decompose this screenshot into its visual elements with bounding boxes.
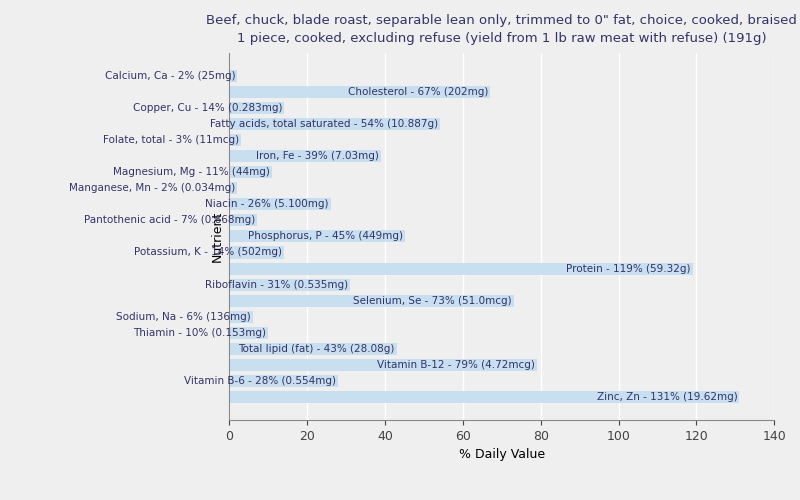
Y-axis label: Nutrient: Nutrient xyxy=(211,211,224,262)
Text: Fatty acids, total saturated - 54% (10.887g): Fatty acids, total saturated - 54% (10.8… xyxy=(210,119,438,129)
Text: Pantothenic acid - 7% (0.668mg): Pantothenic acid - 7% (0.668mg) xyxy=(83,216,254,226)
Text: Niacin - 26% (5.100mg): Niacin - 26% (5.100mg) xyxy=(206,200,329,209)
Text: Calcium, Ca - 2% (25mg): Calcium, Ca - 2% (25mg) xyxy=(105,70,235,81)
Text: Folate, total - 3% (11mcg): Folate, total - 3% (11mcg) xyxy=(103,135,239,145)
Bar xyxy=(230,310,253,323)
Text: Vitamin B-6 - 28% (0.554mg): Vitamin B-6 - 28% (0.554mg) xyxy=(185,376,337,386)
Bar xyxy=(230,118,440,130)
Bar xyxy=(230,327,269,339)
Text: Magnesium, Mg - 11% (44mg): Magnesium, Mg - 11% (44mg) xyxy=(114,167,270,177)
Bar xyxy=(230,86,490,98)
Bar xyxy=(230,391,739,403)
Text: Vitamin B-12 - 79% (4.72mcg): Vitamin B-12 - 79% (4.72mcg) xyxy=(377,360,535,370)
Text: Copper, Cu - 14% (0.283mg): Copper, Cu - 14% (0.283mg) xyxy=(133,103,282,113)
Text: Thiamin - 10% (0.153mg): Thiamin - 10% (0.153mg) xyxy=(134,328,266,338)
Bar xyxy=(230,70,238,82)
Bar xyxy=(230,102,284,114)
Bar xyxy=(230,294,514,306)
Bar xyxy=(230,359,537,371)
Text: Iron, Fe - 39% (7.03mg): Iron, Fe - 39% (7.03mg) xyxy=(257,151,379,161)
Text: Sodium, Na - 6% (136mg): Sodium, Na - 6% (136mg) xyxy=(116,312,251,322)
Text: Selenium, Se - 73% (51.0mcg): Selenium, Se - 73% (51.0mcg) xyxy=(353,296,511,306)
Text: Manganese, Mn - 2% (0.034mg): Manganese, Mn - 2% (0.034mg) xyxy=(69,183,235,193)
Text: Phosphorus, P - 45% (449mg): Phosphorus, P - 45% (449mg) xyxy=(248,232,402,241)
Bar xyxy=(230,214,257,226)
Text: Protein - 119% (59.32g): Protein - 119% (59.32g) xyxy=(566,264,690,274)
Bar xyxy=(230,246,284,258)
Title: Beef, chuck, blade roast, separable lean only, trimmed to 0" fat, choice, cooked: Beef, chuck, blade roast, separable lean… xyxy=(206,14,798,45)
Text: Riboflavin - 31% (0.535mg): Riboflavin - 31% (0.535mg) xyxy=(205,280,348,289)
Bar xyxy=(230,166,272,178)
Bar xyxy=(230,182,238,194)
X-axis label: % Daily Value: % Daily Value xyxy=(459,448,545,461)
Bar xyxy=(230,343,397,355)
Text: Total lipid (fat) - 43% (28.08g): Total lipid (fat) - 43% (28.08g) xyxy=(238,344,395,354)
Bar xyxy=(230,375,338,387)
Bar xyxy=(230,134,241,146)
Text: Cholesterol - 67% (202mg): Cholesterol - 67% (202mg) xyxy=(348,87,488,97)
Text: Zinc, Zn - 131% (19.62mg): Zinc, Zn - 131% (19.62mg) xyxy=(597,392,738,402)
Bar xyxy=(230,230,405,242)
Bar xyxy=(230,278,350,290)
Bar xyxy=(230,262,693,274)
Text: Potassium, K - 14% (502mg): Potassium, K - 14% (502mg) xyxy=(134,248,282,258)
Bar xyxy=(230,150,382,162)
Bar xyxy=(230,198,330,210)
